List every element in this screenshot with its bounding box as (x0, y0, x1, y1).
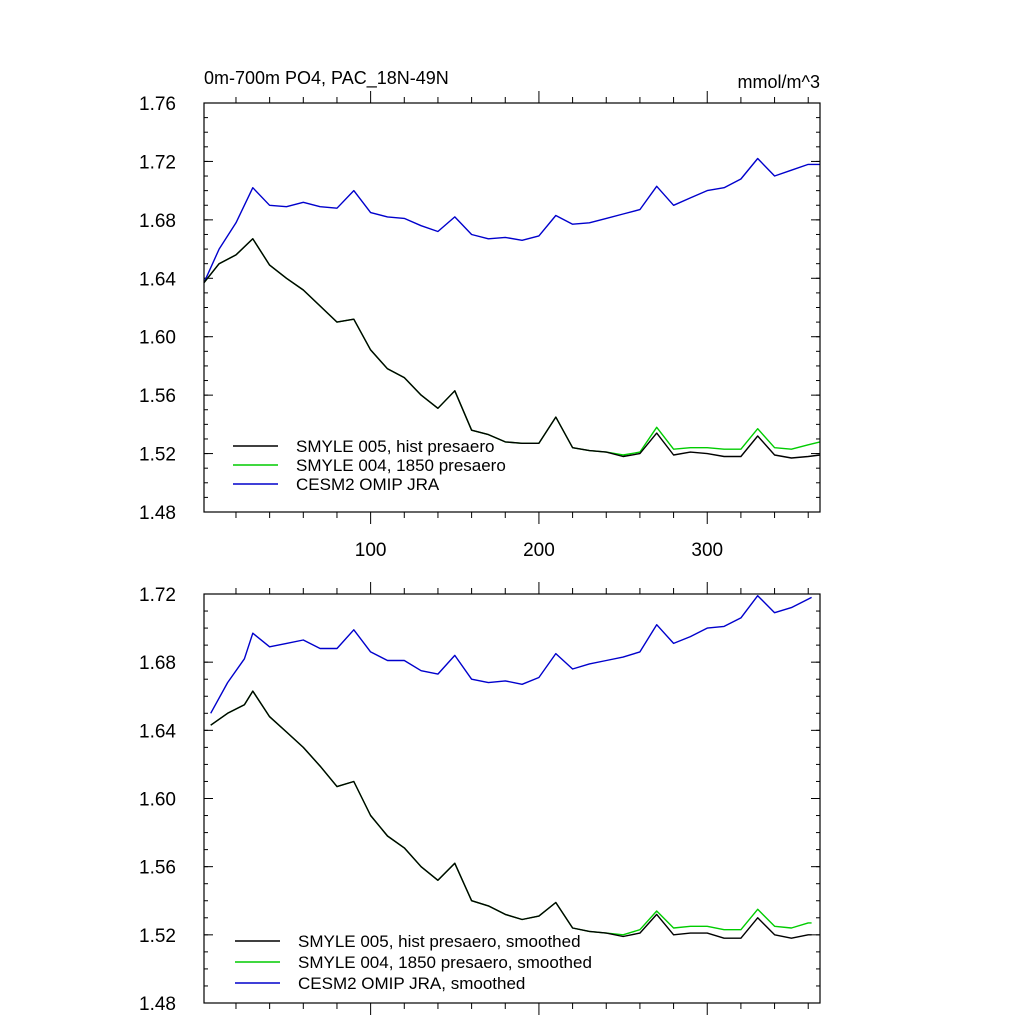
y-tick-label: 1.68 (139, 653, 176, 674)
top-panel: 0m-700m PO4, PAC_18N-49N mmol/m^3 1.481.… (139, 68, 821, 561)
bottom-panel: 1.48 1.52 1.56 1.60 1.64 1.68 1.72 SMYLE 005, … (139, 582, 821, 1015)
y-tick-label: 1.48 (139, 503, 176, 524)
bottom-legend: SMYLE 005, hist presaero, smoothed SMYLE … (235, 932, 592, 993)
y-tick-label: 1.56 (139, 386, 176, 407)
x-tick-label: 300 (691, 540, 723, 561)
top-chart-title: 0m-700m PO4, PAC_18N-49N (204, 68, 449, 89)
y-tick-label: 1.52 (139, 926, 176, 947)
y-tick-label: 1.68 (139, 211, 176, 232)
series-line (210, 690, 812, 939)
legend-label: CESM2 OMIP JRA, smoothed (298, 974, 525, 993)
y-tick-label: 1.72 (139, 585, 176, 606)
y-tick-label: 1.60 (139, 328, 176, 349)
bottom-series-group (210, 595, 812, 939)
y-tick-label: 1.56 (139, 858, 176, 879)
y-tick-label: 1.60 (139, 790, 176, 811)
legend-label: SMYLE 005, hist presaero, smoothed (298, 932, 581, 951)
x-tick-label: 200 (523, 540, 555, 561)
y-tick-label: 1.76 (139, 94, 176, 115)
legend-label: CESM2 OMIP JRA (296, 475, 440, 494)
series-line (210, 690, 812, 936)
top-series-group (203, 157, 821, 459)
x-tick-label: 100 (355, 540, 387, 561)
y-tick-label: 1.72 (139, 152, 176, 173)
series-line (210, 595, 812, 714)
series-line (203, 238, 821, 459)
series-line (203, 238, 821, 456)
series-line (203, 157, 820, 283)
y-tick-label: 1.48 (139, 994, 176, 1015)
y-tick-label: 1.64 (139, 721, 176, 742)
y-tick-label: 1.64 (139, 269, 176, 290)
legend-label: SMYLE 005, hist presaero (296, 437, 494, 456)
top-axis-ticks: 1.48 1.52 1.56 1.60 1.64 1.68 1.72 1.76 100 200 30… (139, 91, 820, 561)
top-plot-frame (203, 102, 821, 513)
legend-label: SMYLE 004, 1850 presaero, smoothed (298, 953, 592, 972)
legend-label: SMYLE 004, 1850 presaero (296, 456, 506, 475)
y-tick-label: 1.52 (139, 445, 176, 466)
bottom-plot-frame (203, 593, 821, 1004)
units-label: mmol/m^3 (738, 72, 820, 92)
